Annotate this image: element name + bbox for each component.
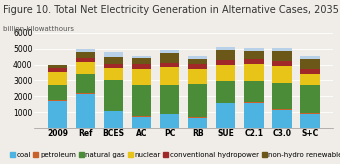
Bar <box>75 62 95 74</box>
Bar <box>75 94 95 128</box>
Bar <box>244 51 264 59</box>
Bar <box>160 114 180 128</box>
Bar <box>300 59 320 69</box>
Bar <box>216 60 236 65</box>
Bar <box>300 114 320 128</box>
Bar <box>272 110 292 128</box>
Bar <box>132 85 151 116</box>
Bar <box>300 73 320 85</box>
Bar <box>104 57 123 64</box>
Bar <box>75 93 95 94</box>
Bar <box>244 64 264 81</box>
Bar <box>104 111 123 128</box>
Bar <box>216 65 236 81</box>
Bar <box>244 59 264 64</box>
Bar <box>216 81 236 103</box>
Bar <box>188 64 207 69</box>
Bar <box>272 61 292 66</box>
Bar <box>75 52 95 58</box>
Bar <box>160 63 180 67</box>
Bar <box>160 50 180 53</box>
Bar <box>188 56 207 59</box>
Bar <box>75 49 95 52</box>
Bar <box>272 83 292 109</box>
Bar <box>300 69 320 73</box>
Bar <box>188 59 207 64</box>
Bar <box>132 69 151 85</box>
Bar <box>272 66 292 83</box>
Bar <box>104 52 123 57</box>
Text: billion kilowatthours: billion kilowatthours <box>3 26 74 32</box>
Bar <box>300 85 320 113</box>
Bar <box>188 118 207 128</box>
Bar <box>160 53 180 63</box>
Bar <box>244 81 264 102</box>
Bar <box>48 101 67 128</box>
Bar <box>300 56 320 59</box>
Bar <box>75 74 95 93</box>
Bar <box>272 51 292 61</box>
Bar <box>104 80 123 111</box>
Bar <box>188 117 207 118</box>
Bar <box>132 56 151 58</box>
Bar <box>48 72 67 85</box>
Legend: coal, petroleum, natural gas, nuclear, conventional hydropower, non-hydro renewa: coal, petroleum, natural gas, nuclear, c… <box>7 149 340 161</box>
Bar <box>216 47 236 50</box>
Bar <box>244 102 264 128</box>
Bar <box>188 69 207 84</box>
Bar <box>104 64 123 68</box>
Bar <box>48 64 67 65</box>
Bar <box>188 84 207 117</box>
Bar <box>104 68 123 80</box>
Bar <box>132 64 151 69</box>
Bar <box>300 113 320 114</box>
Bar <box>132 116 151 117</box>
Bar <box>132 58 151 64</box>
Bar <box>160 85 180 114</box>
Bar <box>75 58 95 62</box>
Bar <box>244 48 264 51</box>
Bar <box>216 103 236 128</box>
Bar <box>132 117 151 128</box>
Bar <box>48 65 67 69</box>
Bar <box>48 85 67 100</box>
Text: Figure 10. Total Net Electricity Generation in Alternative Cases, 2035: Figure 10. Total Net Electricity Generat… <box>3 5 339 15</box>
Bar <box>160 67 180 85</box>
Bar <box>272 48 292 51</box>
Bar <box>48 100 67 101</box>
Bar <box>216 50 236 60</box>
Bar <box>272 109 292 110</box>
Bar <box>48 69 67 72</box>
